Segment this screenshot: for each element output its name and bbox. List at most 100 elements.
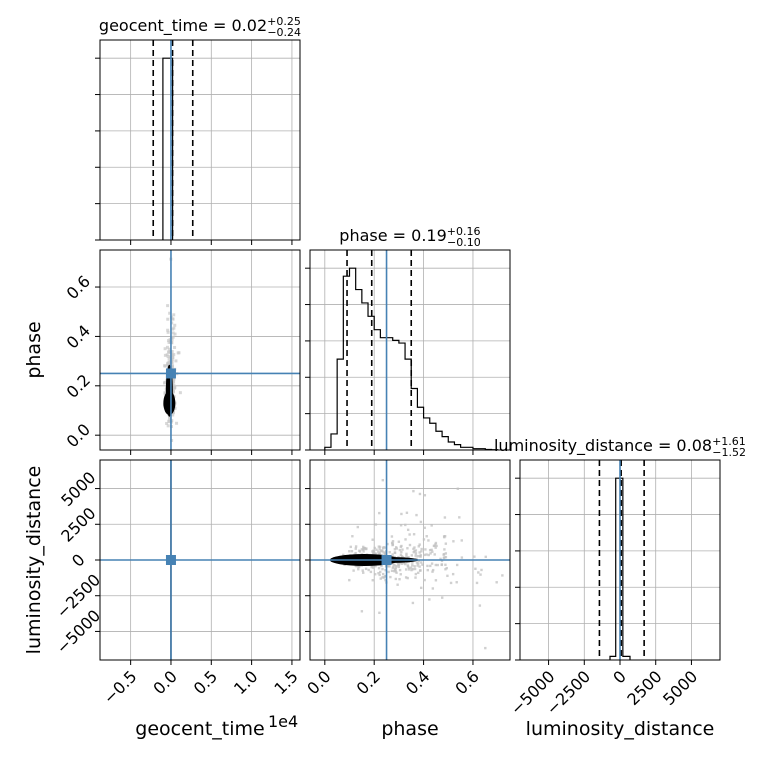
- scatter-point: [412, 547, 415, 551]
- scatter-point: [406, 564, 410, 567]
- scatter-point: [166, 330, 170, 334]
- scatter-point: [348, 578, 351, 582]
- scatter-point: [384, 569, 387, 572]
- scatter-point: [456, 487, 460, 490]
- scatter-point: [371, 579, 374, 582]
- scatter-point: [484, 555, 487, 559]
- scatter-point: [415, 513, 418, 517]
- scatter-point: [374, 523, 378, 526]
- scatter-point: [378, 545, 382, 549]
- scatter-point: [392, 569, 396, 573]
- scatter-point: [382, 551, 385, 554]
- scatter-point: [425, 535, 428, 538]
- scatter-point: [414, 576, 417, 579]
- scatter-point: [364, 567, 368, 571]
- title-main: luminosity_distance = 0.08: [494, 436, 712, 456]
- scatter-point: [420, 561, 423, 564]
- hist-panel-geocent_time: [95, 39, 301, 245]
- scatter-point: [398, 548, 402, 552]
- scatter-point: [167, 360, 171, 364]
- scatter-point: [400, 512, 403, 516]
- scatter-point: [398, 568, 402, 572]
- truth-marker: [381, 555, 392, 565]
- title-sub: −0.24: [267, 26, 301, 39]
- scatter-point: [444, 542, 448, 545]
- scatter-point: [452, 540, 455, 543]
- scatter-point: [430, 524, 433, 527]
- scatter-point: [414, 572, 418, 576]
- scatter-point: [411, 601, 415, 605]
- scatter-point: [173, 332, 177, 336]
- scatter-point: [404, 562, 407, 566]
- scatter-point: [434, 541, 438, 545]
- scatter-point: [473, 555, 476, 558]
- scatter-point: [167, 350, 171, 354]
- scatter-point: [412, 550, 415, 554]
- scatter-point: [170, 350, 174, 354]
- scatter-point: [460, 539, 463, 542]
- scatter-point: [377, 552, 380, 556]
- scatter-point: [406, 528, 410, 532]
- scatter-point: [168, 338, 172, 342]
- scatter-point: [400, 550, 403, 554]
- scatter-point: [422, 538, 426, 541]
- scatter-point: [460, 556, 464, 559]
- scatter-point: [165, 345, 169, 349]
- scatter-point: [351, 535, 354, 538]
- hist-panel-phase: [305, 249, 511, 455]
- scatter-point: [352, 569, 355, 572]
- scatter-point: [395, 547, 398, 550]
- scatter-point: [445, 566, 448, 570]
- scatter-point: [175, 421, 179, 425]
- scatter-point: [358, 550, 362, 553]
- scatter-point: [379, 577, 382, 580]
- scatter-point: [409, 566, 413, 569]
- scatter-point: [393, 551, 397, 554]
- scatter-point: [399, 561, 402, 565]
- scatter-point: [418, 551, 421, 554]
- scatter-point: [433, 553, 436, 556]
- scatter-point: [426, 568, 429, 572]
- scatter-point: [354, 545, 358, 548]
- x-tick-label: 1.5: [270, 667, 301, 698]
- scatter-point: [419, 586, 423, 590]
- scatter-point: [404, 523, 407, 527]
- scatter-point: [369, 570, 373, 574]
- scatter-point: [405, 511, 409, 514]
- scatter-point: [362, 545, 365, 549]
- scatter-point: [405, 554, 408, 558]
- scatter-point: [392, 565, 395, 568]
- scatter-point: [399, 524, 403, 527]
- scatter-point: [357, 568, 360, 571]
- scatter-point: [395, 565, 398, 568]
- y-tick-label: 0.6: [63, 272, 94, 303]
- scatter-point: [401, 548, 404, 551]
- scatter-point: [393, 563, 396, 567]
- y-tick-label: 0.0: [63, 420, 94, 451]
- scatter-point: [349, 545, 352, 549]
- y-tick-label: 2500: [57, 504, 99, 546]
- scatter-point: [439, 557, 442, 561]
- scatter-point: [406, 576, 409, 580]
- scatter-point: [167, 347, 171, 351]
- scatter-point: [428, 548, 432, 552]
- scatter-point: [399, 573, 402, 576]
- panel-content: [310, 460, 510, 660]
- scatter-point: [402, 562, 406, 565]
- truth-marker: [165, 368, 176, 379]
- truth-marker: [165, 555, 176, 565]
- scatter-point: [381, 572, 385, 576]
- histogram-phase: [324, 267, 499, 450]
- scatter-point: [168, 417, 172, 421]
- title-main: geocent_time = 0.02: [99, 16, 267, 36]
- scatter-point: [444, 555, 448, 559]
- scatter-point: [362, 571, 365, 574]
- scatter-point: [388, 565, 391, 568]
- scatter-point: [400, 562, 404, 565]
- scatter-point: [166, 304, 170, 308]
- scatter-point: [386, 565, 390, 568]
- y-tick-label: 0.4: [63, 321, 94, 352]
- panel-frame: [99, 39, 301, 241]
- scatter-point: [362, 550, 365, 553]
- scatter-point: [167, 419, 171, 423]
